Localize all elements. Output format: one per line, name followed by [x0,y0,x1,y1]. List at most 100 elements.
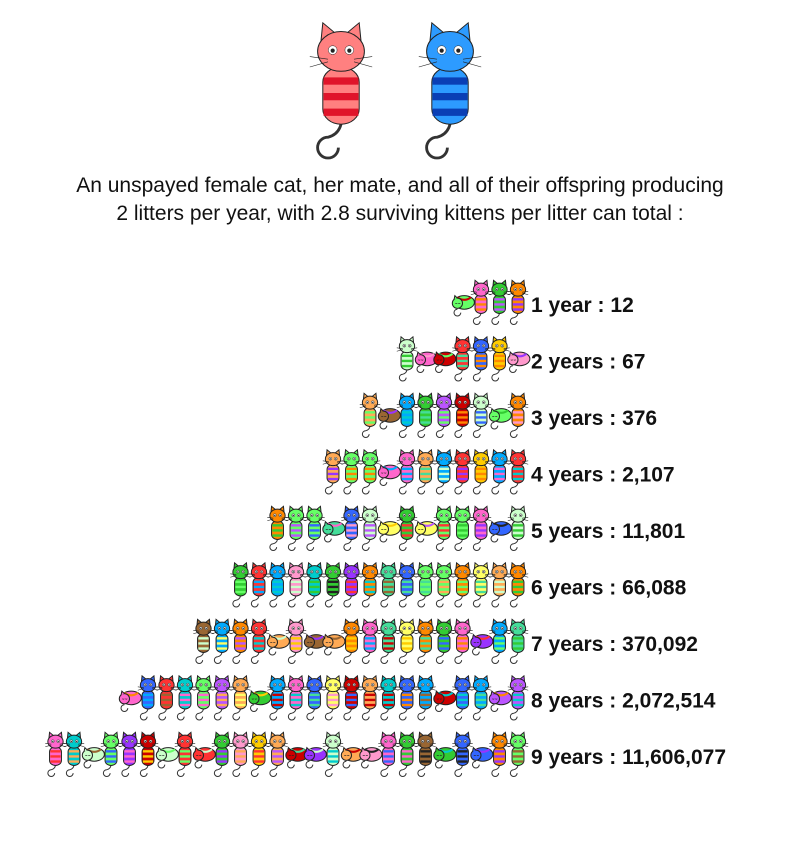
kitten-icon [470,746,494,769]
kitten-icon [119,731,140,777]
kitten-icon [377,407,401,430]
kitten-icon [470,674,492,721]
kitten-icon [452,335,473,382]
kitten-icon [359,505,381,551]
kitten-icon [507,618,529,664]
row-2: 2 years : 67 [396,335,645,382]
kitten-icon [322,520,346,543]
kitten-icon [470,279,492,325]
kitten-icon [230,561,251,608]
kitten-icon [118,690,142,712]
kitten-icon [322,561,344,608]
kitten-icon [488,407,512,430]
kitten-icon [489,561,510,608]
cat-population-pyramid: 1 year : 12 2 years : 67 3 years : 376 4 ye… [45,279,726,777]
row-4: 4 years : 2,107 [322,448,675,495]
kitten-icon [285,674,307,721]
kitten-icon [266,633,290,656]
kitten-icon [359,561,381,608]
kitten-icon [489,448,510,495]
row-1: 1 year : 12 [451,279,634,325]
kitten-icon [507,561,529,608]
kitten-icon [452,448,473,495]
kitten-icon [433,618,455,664]
kitten-icon [470,335,492,382]
kitten-icon [359,448,381,495]
kitten-icon [230,674,251,721]
kitten-icon [340,746,364,769]
kitten-icon [433,351,457,373]
kitten-icon [489,279,510,325]
kitten-icon [433,392,455,438]
kitten-icon [267,505,288,551]
row-label: 7 years : 370,092 [531,633,698,656]
kitten-icon [489,618,510,664]
kitten-icon [359,746,383,769]
chart-caption: An unspayed female cat, her mate, and al… [0,172,800,228]
female-cat [309,21,373,160]
kitten-icon [100,731,122,777]
kitten-icon [415,448,436,495]
row-label: 1 year : 12 [531,294,634,317]
row-label: 5 years : 11,801 [531,520,685,543]
kitten-icon [433,505,455,551]
kitten-icon [433,448,455,495]
kitten-icon [359,674,381,721]
row-label: 4 years : 2,107 [531,464,675,487]
kitten-icon [341,674,362,721]
row-label: 9 years : 11,606,077 [531,746,726,769]
kitten-icon [211,731,233,777]
kitten-icon [415,561,436,608]
kitten-icon [396,731,418,777]
kitten-icon [488,520,512,543]
kitten-icon [63,731,85,777]
kitten-icon [488,690,512,712]
kitten-icon [396,448,418,495]
kitten-icon [396,561,418,608]
kitten-icon [507,279,529,325]
kitten-icon [81,746,105,769]
kitten-icon [341,618,362,664]
kitten-icon [285,505,307,551]
row-7: 7 years : 370,092 [193,618,698,664]
kitten-icon [174,731,196,777]
kitten-icon [452,674,473,721]
kitten-icon [230,731,251,777]
caption-line-2: 2 litters per year, with 2.8 surviving k… [116,202,684,225]
kitten-icon [396,335,418,382]
row-5: 5 years : 11,801 [267,505,685,551]
kitten-icon [452,561,473,608]
kitten-icon [155,746,179,769]
kitten-icon [248,561,270,608]
kitten-icon [322,674,344,721]
kitten-icon [304,561,325,608]
kitten-icon [137,674,159,721]
kitten-icon [433,746,457,769]
kitten-icon [489,335,510,382]
kitten-icon [415,618,436,664]
kitten-icon [341,448,362,495]
kitten-icon [415,392,436,438]
kitten-icon [414,520,438,543]
kitten-icon [359,392,381,438]
kitten-icon [304,505,325,551]
kitten-icon [451,294,475,317]
kitten-icon [470,561,492,608]
kitten-icon [377,464,401,486]
kitten-icon [322,633,346,656]
kitten-icon [470,392,492,438]
kitten-icon [507,731,529,777]
kitten-icon [378,731,399,777]
kitten-icon [396,505,418,551]
row-8: 8 years : 2,072,514 [118,674,716,721]
kitten-icon [137,731,159,777]
kitten-icon [285,618,307,664]
kitten-icon [304,674,325,721]
kitten-icon [415,674,436,721]
row-label: 2 years : 67 [531,351,645,374]
kitten-icon [433,690,457,712]
kitten-icon [378,561,399,608]
kitten-icon [267,561,288,608]
kitten-icon [359,618,381,664]
caption-line-1: An unspayed female cat, her mate, and al… [76,174,724,197]
